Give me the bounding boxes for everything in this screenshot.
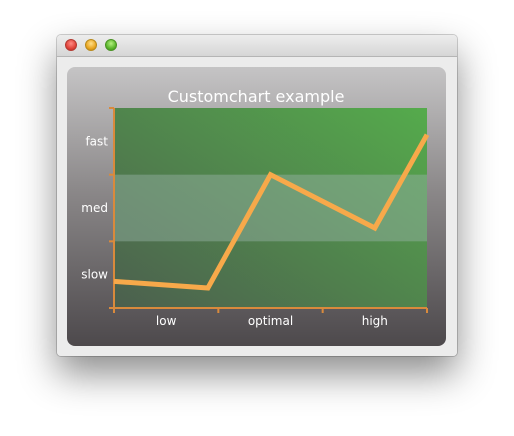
window-content: Customchart example low optimal high slow me… — [57, 57, 457, 356]
y-tick-label: slow — [81, 268, 108, 282]
series-point — [425, 132, 430, 137]
y-tick-label: med — [81, 201, 108, 215]
plot-band-0 — [114, 174, 427, 242]
series-point — [112, 279, 117, 284]
app-window: Customchart example low optimal high slow me… — [57, 35, 457, 356]
minimize-window-button[interactable] — [85, 39, 97, 51]
series-point — [205, 286, 210, 291]
chart-title: Customchart example — [168, 87, 345, 106]
series-point — [372, 226, 377, 231]
plot-area — [114, 108, 427, 308]
title-bar — [57, 35, 457, 57]
x-tick-label: optimal — [248, 314, 293, 328]
chart-panel: Customchart example low optimal high slow me… — [67, 67, 446, 346]
x-tick-label: low — [156, 314, 177, 328]
custom-chart: Customchart example low optimal high slow me… — [81, 87, 430, 328]
maximize-window-button[interactable] — [105, 39, 117, 51]
series-line-0 — [113, 133, 430, 291]
y-tick-label: fast — [85, 134, 108, 148]
x-tick-label: high — [362, 314, 388, 328]
series-point — [268, 172, 273, 177]
close-window-button[interactable] — [65, 39, 77, 51]
